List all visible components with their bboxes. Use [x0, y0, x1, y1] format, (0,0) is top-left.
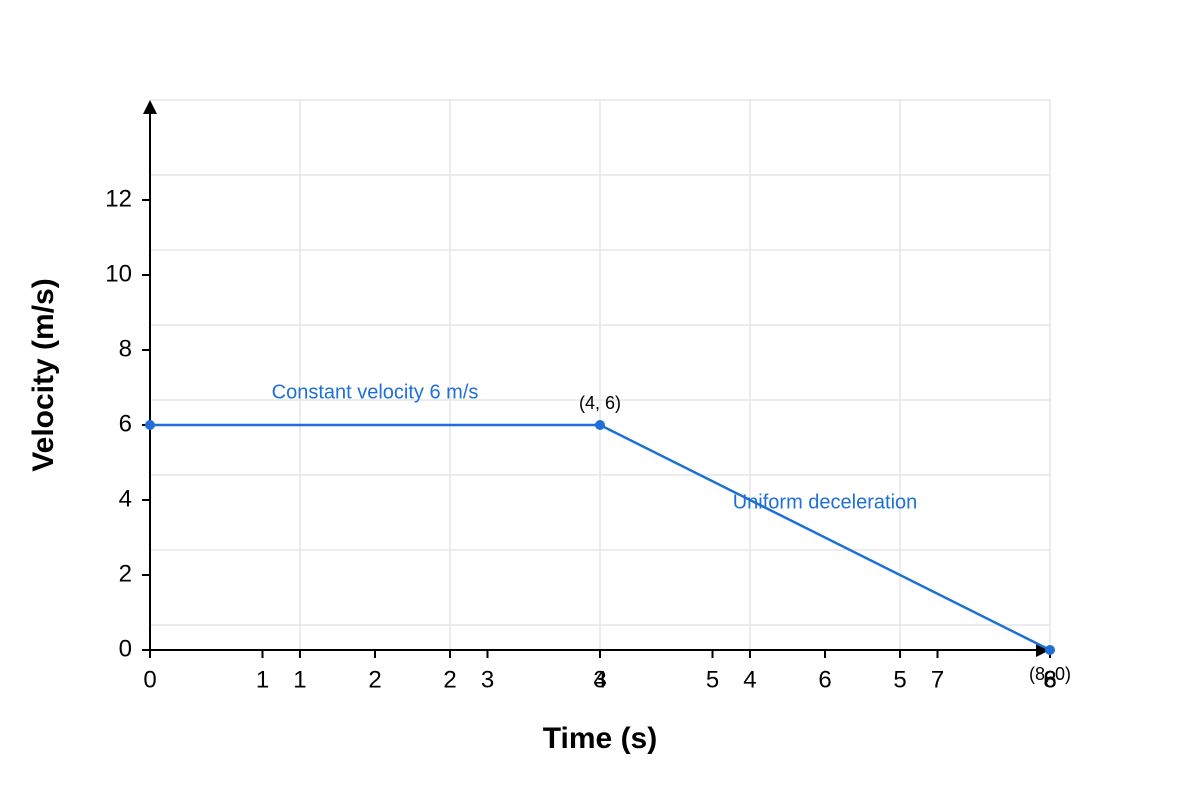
- y-tick-label: 10: [105, 260, 132, 287]
- x-tick-label: 4: [593, 666, 606, 693]
- x-tick-label: 0: [143, 666, 156, 693]
- data-point: [1045, 645, 1055, 655]
- y-tick-label: 2: [119, 560, 132, 587]
- annotation: Constant velocity 6 m/s: [272, 381, 479, 403]
- x-tick-label: 5: [893, 666, 906, 693]
- x-tick-label: 7: [931, 666, 944, 693]
- x-tick-label: 6: [1043, 666, 1056, 693]
- x-tick-label: 4: [743, 666, 756, 693]
- y-axis-arrow: [143, 100, 157, 114]
- point-label: (8, 0): [1029, 664, 1071, 684]
- x-tick-label: 5: [706, 666, 719, 693]
- point-label: (4, 6): [579, 393, 621, 413]
- x-tick-label: 3: [481, 666, 494, 693]
- y-tick-label: 6: [119, 410, 132, 437]
- x-tick-label: 3: [593, 666, 606, 693]
- y-tick-label: 8: [119, 335, 132, 362]
- x-tick-label: 1: [293, 666, 306, 693]
- x-tick-label: 6: [818, 666, 831, 693]
- data-point: [595, 420, 605, 431]
- annotation: Uniform deceleration: [733, 491, 918, 513]
- x-tick-label: 8: [1043, 666, 1056, 693]
- y-axis-title: Velocity (m/s): [27, 278, 60, 471]
- y-tick-label: 4: [119, 485, 132, 512]
- x-tick-label: 2: [368, 666, 381, 693]
- x-tick-label: 1: [256, 666, 269, 693]
- x-tick-label: 2: [443, 666, 456, 693]
- x-axis-arrow: [1036, 643, 1050, 657]
- y-tick-label: 12: [105, 185, 132, 212]
- data-point: [145, 420, 155, 431]
- x-axis-title: Time (s): [543, 722, 657, 755]
- y-tick-label: 0: [119, 635, 132, 662]
